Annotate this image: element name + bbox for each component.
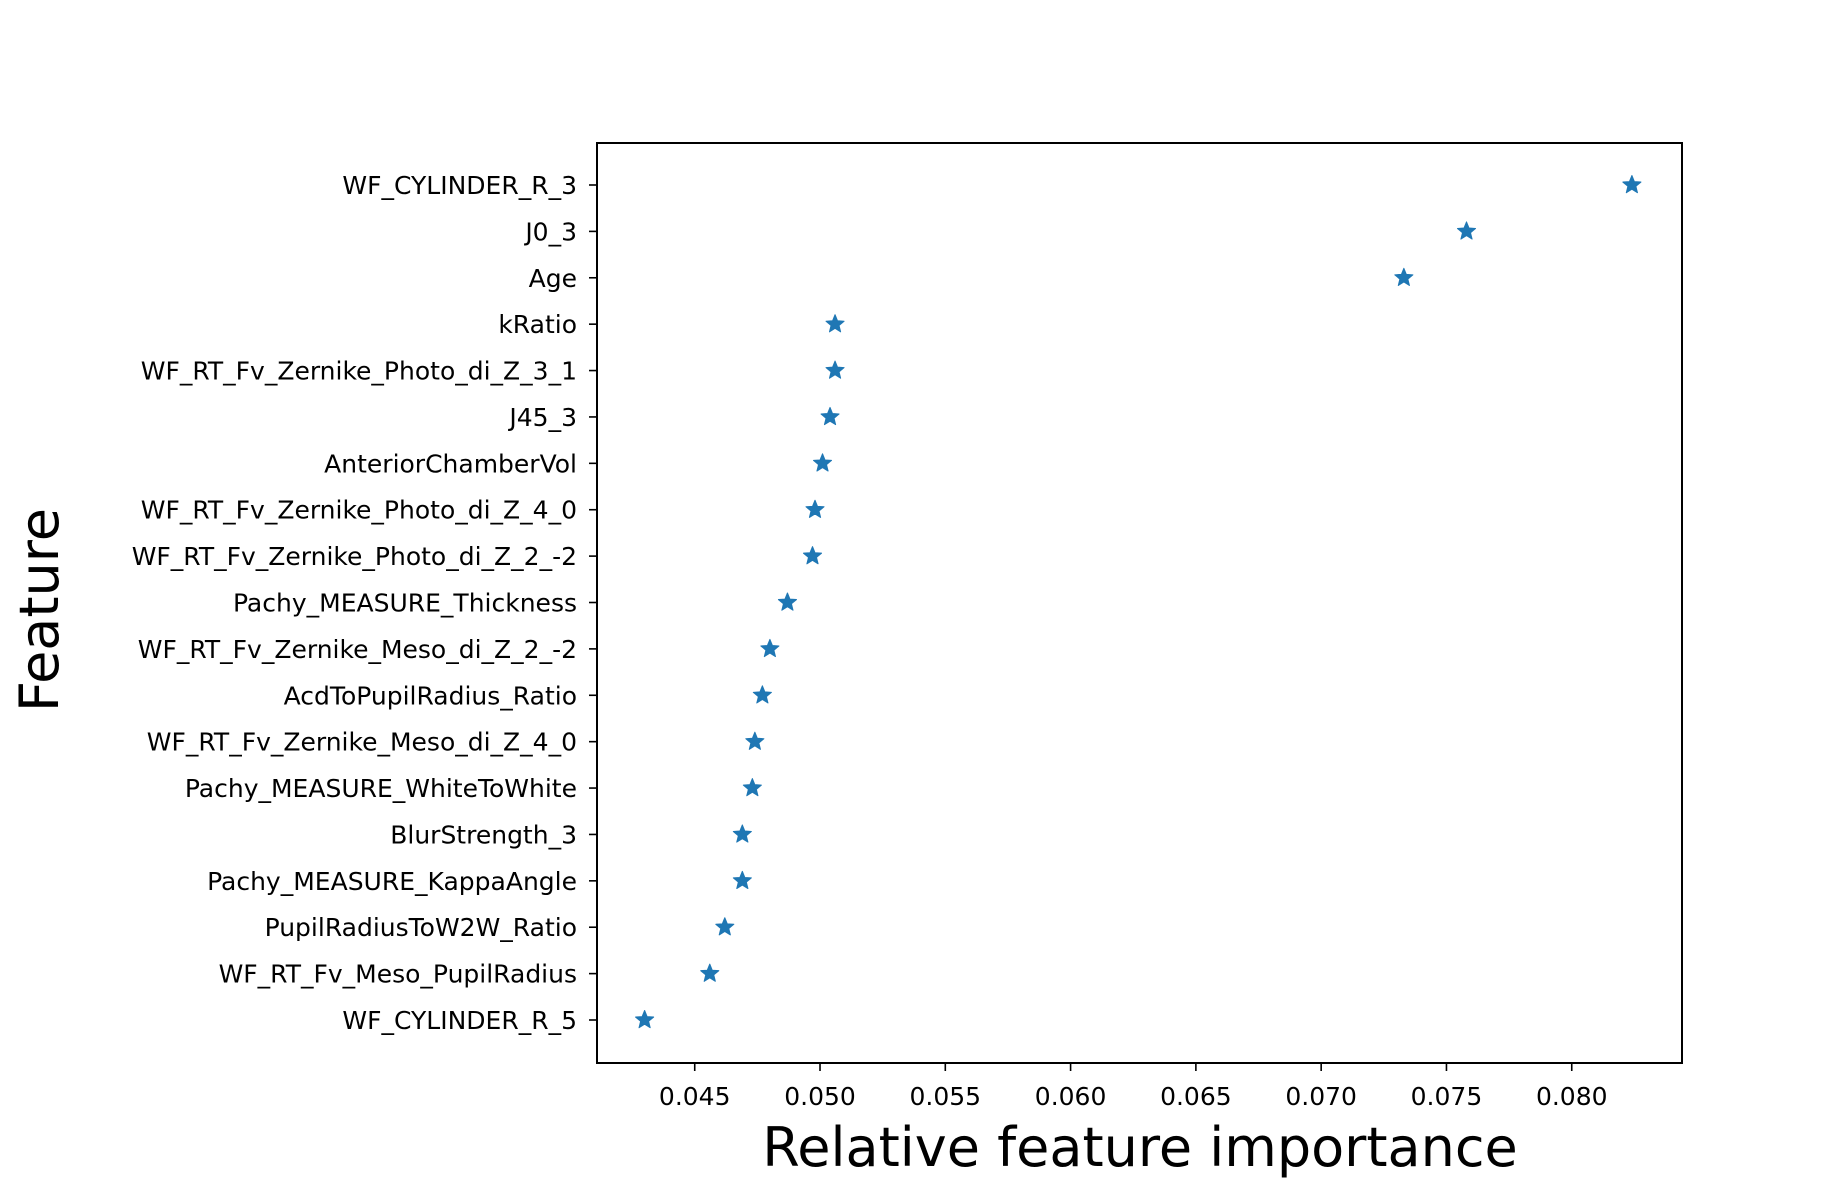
y-tick-label-acdtopupilradius-ratio: AcdToPupilRadius_Ratio [284, 681, 577, 710]
y-tick-label-blurstrength-3: BlurStrength_3 [390, 820, 577, 849]
data-point-pupilradiustow2w-ratio [715, 917, 735, 936]
y-tick-label-wf-rt-fv-zernike-photo-di-z-3-1: WF_RT_Fv_Zernike_Photo_di_Z_3_1 [141, 357, 577, 386]
y-tick-label-j0-3: J0_3 [523, 217, 577, 246]
y-tick-label-j45-3: J45_3 [507, 403, 577, 432]
y-tick-label-wf-cylinder-r-3: WF_CYLINDER_R_3 [342, 171, 577, 200]
y-tick-label-pachy-measure-kappaangle: Pachy_MEASURE_KappaAngle [207, 867, 577, 896]
data-point-pachy-measure-kappaangle [732, 870, 752, 890]
data-point-pachy-measure-whitetowhite [742, 778, 762, 797]
data-point-wf-rt-fv-meso-pupilradius [700, 963, 720, 982]
data-point-wf-rt-fv-zernike-photo-di-z-3-1 [825, 360, 845, 379]
y-tick-label-wf-rt-fv-zernike-meso-di-z-2-2: WF_RT_Fv_Zernike_Meso_di_Z_2_-2 [138, 635, 577, 664]
y-tick-label-wf-rt-fv-meso-pupilradius: WF_RT_Fv_Meso_PupilRadius [219, 960, 577, 989]
data-point-age [1394, 267, 1414, 286]
x-axis-title: Relative feature importance [762, 1116, 1518, 1178]
x-tick-label: 0.055 [910, 1082, 982, 1111]
tick-marks [589, 184, 1573, 1071]
x-tick-label: 0.045 [659, 1082, 731, 1111]
x-tick-label: 0.080 [1536, 1082, 1608, 1111]
data-point-wf-rt-fv-zernike-meso-di-z-2-2 [760, 638, 780, 658]
data-point-blurstrength-3 [732, 824, 752, 843]
x-tick-label: 0.060 [1035, 1082, 1107, 1111]
y-tick-label-wf-cylinder-r-5: WF_CYLINDER_R_5 [342, 1006, 577, 1035]
data-point-j0-3 [1456, 221, 1477, 240]
y-tick-label-wf-rt-fv-zernike-meso-di-z-4-0: WF_RT_Fv_Zernike_Meso_di_Z_4_0 [147, 728, 577, 757]
y-tick-label-kratio: kRatio [498, 310, 577, 339]
x-tick-label: 0.070 [1285, 1082, 1357, 1111]
y-tick-label-pachy-measure-thickness: Pachy_MEASURE_Thickness [233, 589, 577, 618]
x-tick-label: 0.065 [1160, 1082, 1232, 1111]
y-axis-title: Feature [8, 508, 71, 712]
x-tick-labels: 0.045 0.050 0.055 0.060 0.065 0.070 0.075 0.080 [659, 1082, 1608, 1111]
data-point-kratio [825, 314, 845, 333]
data-point-wf-cylinder-r-5 [635, 1010, 655, 1029]
x-tick-label: 0.075 [1411, 1082, 1483, 1111]
y-tick-label-pachy-measure-whitetowhite: Pachy_MEASURE_WhiteToWhite [185, 774, 577, 803]
data-point-wf-cylinder-r-3 [1622, 175, 1642, 194]
x-tick-label: 0.050 [784, 1082, 856, 1111]
data-point-pachy-measure-thickness [777, 592, 797, 611]
data-point-wf-rt-fv-zernike-photo-di-z-2-2 [802, 546, 823, 565]
y-tick-label-wf-rt-fv-zernike-photo-di-z-4-0: WF_RT_Fv_Zernike_Photo_di_Z_4_0 [141, 496, 577, 525]
data-point-anteriorchambervol [812, 453, 833, 472]
data-points [635, 175, 1642, 1029]
data-point-acdtopupilradius-ratio [752, 685, 772, 704]
y-tick-label-anteriorchambervol: AnteriorChamberVol [324, 449, 577, 478]
y-tick-label-age: Age [529, 264, 577, 293]
y-tick-labels: WF_CYLINDER_R_3 J0_3 Age kRatio WF_RT_Fv_Zer… [132, 171, 577, 1035]
y-tick-label-pupilradiustow2w-ratio: PupilRadiusToW2W_Ratio [265, 913, 577, 942]
y-tick-label-wf-rt-fv-zernike-photo-di-z-2-2: WF_RT_Fv_Zernike_Photo_di_Z_2_-2 [132, 542, 577, 571]
plot-area-frame [596, 142, 1683, 1064]
data-point-j45-3 [820, 406, 840, 426]
data-point-wf-rt-fv-zernike-meso-di-z-4-0 [745, 731, 765, 750]
data-point-wf-rt-fv-zernike-photo-di-z-4-0 [805, 499, 825, 518]
